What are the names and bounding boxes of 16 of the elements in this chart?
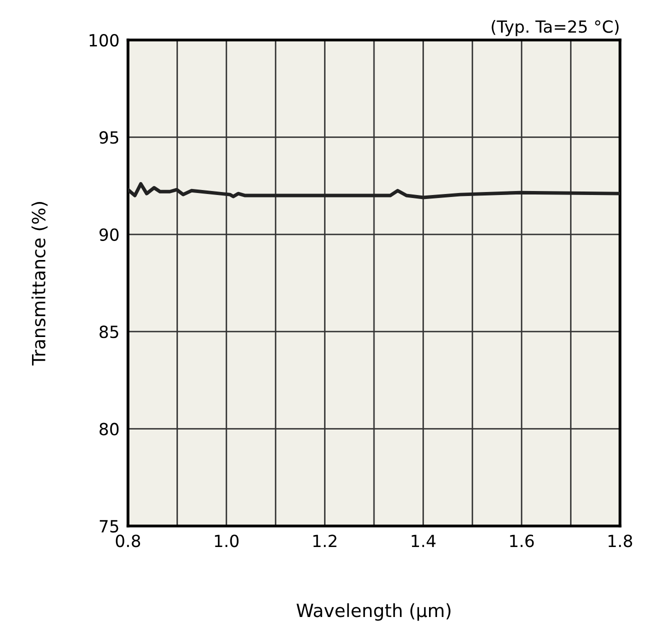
x-tick-label: 1.6 — [510, 534, 534, 548]
y-tick-label: 90 — [100, 228, 119, 241]
y-tick-label: 95 — [100, 131, 118, 144]
y-tick-label: 80 — [100, 422, 119, 436]
text: (Typ. Ta=25 °C) — [492, 20, 619, 36]
x-tick-label: 0.8 — [116, 534, 140, 548]
y-tick-label: 100 — [90, 34, 119, 47]
x-tick-label: 1.8 — [608, 534, 632, 548]
y-axis-title: Transmittance (%) — [31, 202, 48, 366]
x-tick-label: 1.2 — [313, 534, 336, 547]
y-tick-label: 85 — [100, 326, 118, 338]
x-axis-title: Wavelength (μm) — [296, 603, 450, 621]
line-series — [128, 182, 620, 200]
x-tick-label: 1.4 — [412, 534, 436, 547]
y-tick-label: 75 — [100, 520, 118, 533]
x-tick-label: 1.0 — [214, 534, 239, 548]
